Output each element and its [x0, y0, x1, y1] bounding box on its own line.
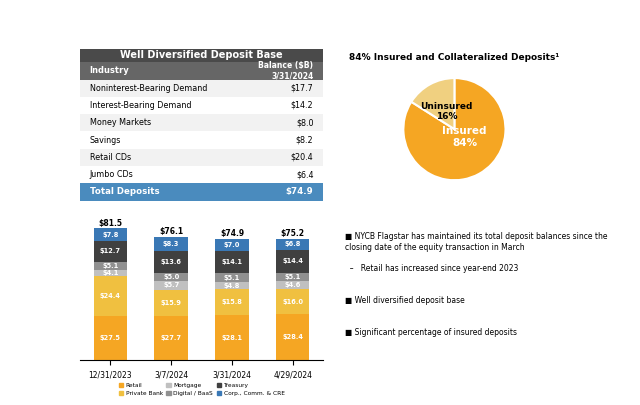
Bar [276, 315, 310, 360]
Bar [276, 281, 310, 289]
Text: Interest-Bearing Demand: Interest-Bearing Demand [90, 101, 191, 110]
Bar [215, 281, 249, 290]
Text: $17.7: $17.7 [291, 84, 314, 93]
Text: $14.2: $14.2 [291, 101, 314, 110]
Bar [93, 228, 127, 241]
Text: 84% Insured and Collateralized Deposits¹: 84% Insured and Collateralized Deposits¹ [349, 53, 559, 62]
Legend: Retail, Private Bank, Mortgage, Digital / BaaS, Treasury, Corp., Comm. & CRE: Retail, Private Bank, Mortgage, Digital … [116, 381, 287, 398]
Bar [93, 277, 127, 316]
Text: –   Retail has increased since year-end 2023: – Retail has increased since year-end 20… [345, 264, 518, 273]
Bar [154, 251, 188, 273]
FancyBboxPatch shape [80, 131, 323, 149]
Text: $4.6: $4.6 [285, 282, 301, 288]
Text: $74.9: $74.9 [220, 230, 244, 239]
FancyBboxPatch shape [80, 166, 323, 183]
Text: $74.9: $74.9 [286, 188, 314, 196]
Bar [276, 249, 310, 273]
FancyBboxPatch shape [80, 49, 323, 62]
Bar [215, 315, 249, 360]
Text: $13.6: $13.6 [161, 258, 182, 264]
FancyBboxPatch shape [80, 183, 323, 200]
FancyBboxPatch shape [80, 149, 323, 166]
Text: $15.9: $15.9 [161, 300, 182, 306]
Bar [215, 290, 249, 315]
Text: $28.1: $28.1 [221, 335, 243, 341]
Text: $14.4: $14.4 [282, 258, 303, 264]
Bar [215, 273, 249, 281]
FancyBboxPatch shape [80, 62, 323, 79]
Bar [215, 239, 249, 251]
Text: Noninterest-Bearing Demand: Noninterest-Bearing Demand [90, 84, 207, 93]
FancyBboxPatch shape [80, 97, 323, 114]
Text: ■ Well diversified deposit base: ■ Well diversified deposit base [345, 296, 465, 305]
Text: $24.4: $24.4 [100, 293, 121, 299]
Text: $20.4: $20.4 [291, 153, 314, 162]
Bar [154, 237, 188, 251]
Bar [93, 241, 127, 262]
Bar [154, 315, 188, 360]
Text: $5.1: $5.1 [102, 263, 118, 269]
Text: $5.1: $5.1 [285, 274, 301, 280]
Text: $81.5: $81.5 [99, 219, 122, 228]
Text: $6.4: $6.4 [296, 170, 314, 179]
Text: $5.1: $5.1 [224, 275, 240, 281]
Text: $14.1: $14.1 [221, 259, 243, 265]
Text: $8.2: $8.2 [296, 136, 314, 145]
Text: $5.0: $5.0 [163, 274, 179, 279]
Text: $16.0: $16.0 [282, 298, 303, 305]
Bar [276, 239, 310, 249]
Text: Money Markets: Money Markets [90, 118, 151, 127]
Text: $8.0: $8.0 [296, 118, 314, 127]
Bar [154, 290, 188, 315]
Text: Savings: Savings [90, 136, 121, 145]
Text: Retail CDs: Retail CDs [90, 153, 131, 162]
Text: Jumbo CDs: Jumbo CDs [90, 170, 134, 179]
Bar [93, 270, 127, 277]
Text: $28.4: $28.4 [282, 335, 303, 341]
Text: ■ Significant percentage of insured deposits: ■ Significant percentage of insured depo… [345, 328, 517, 337]
Text: Balance ($B)
3/31/2024: Balance ($B) 3/31/2024 [259, 61, 314, 81]
Bar [215, 251, 249, 273]
Text: $12.7: $12.7 [100, 248, 121, 254]
Text: $6.8: $6.8 [285, 241, 301, 247]
Bar [276, 273, 310, 281]
Text: Well Diversified Deposit Base: Well Diversified Deposit Base [120, 51, 283, 60]
FancyBboxPatch shape [80, 114, 323, 131]
Text: $27.7: $27.7 [161, 335, 182, 341]
Text: $8.3: $8.3 [163, 241, 179, 247]
Text: $76.1: $76.1 [159, 227, 183, 237]
Bar [154, 281, 188, 290]
Text: Highlights²: Highlights² [289, 201, 367, 214]
Text: $15.8: $15.8 [221, 299, 243, 305]
Text: $4.1: $4.1 [102, 270, 118, 276]
Bar [93, 316, 127, 360]
Text: $75.2: $75.2 [281, 229, 305, 238]
Bar [93, 262, 127, 270]
Bar [154, 273, 188, 281]
Text: Total Deposits: Total Deposits [90, 188, 159, 196]
Text: ■ NYCB Flagstar has maintained its total deposit balances since the
closing date: ■ NYCB Flagstar has maintained its total… [345, 232, 607, 252]
Text: $5.7: $5.7 [163, 282, 179, 288]
Text: $27.5: $27.5 [100, 335, 121, 341]
Text: $7.8: $7.8 [102, 232, 118, 238]
Text: Industry: Industry [90, 66, 129, 75]
Text: $7.0: $7.0 [224, 242, 240, 248]
Text: $4.8: $4.8 [224, 283, 240, 288]
Bar [276, 289, 310, 315]
FancyBboxPatch shape [80, 79, 323, 97]
